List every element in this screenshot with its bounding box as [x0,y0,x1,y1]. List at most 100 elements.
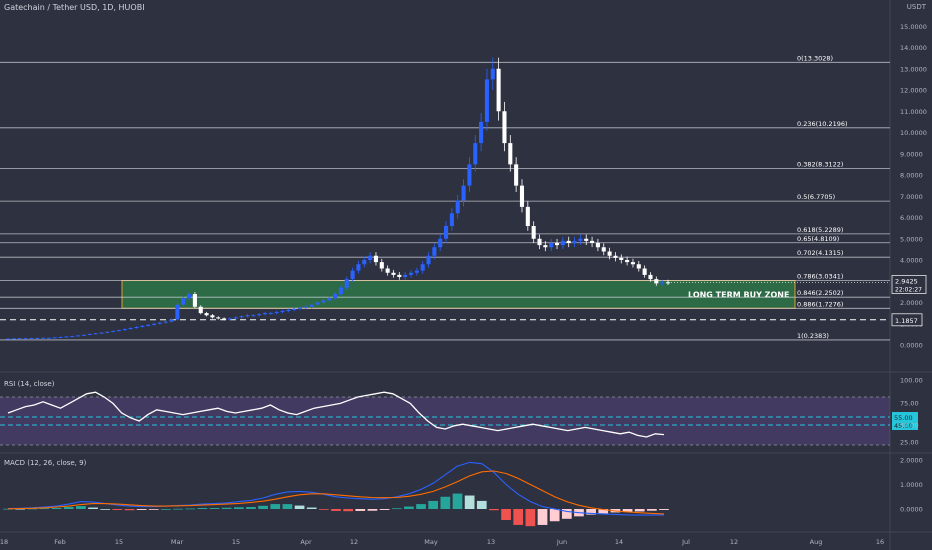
rsi-tick-label: 100.00 [900,377,923,385]
macd-histogram-bar [489,509,499,511]
candle [630,262,635,265]
candle [210,315,215,318]
price-tick-label: 0.0000 [900,342,923,350]
candle [566,240,571,243]
candle [461,185,466,201]
time-axis-label: Jul [681,538,690,546]
candle [514,164,519,186]
candle [333,294,338,299]
candle [484,79,489,122]
candle [601,247,606,252]
candle [403,274,408,277]
macd-histogram-bar [282,504,293,509]
candle [473,143,478,165]
candle [116,330,122,332]
price-tick-label: 9.0000 [900,150,923,158]
rsi-level-tag [892,412,918,422]
candle [93,333,98,335]
macd-tick-label: 0.0000 [900,506,923,514]
macd-histogram-bar [404,506,414,509]
candle [292,308,297,310]
candle [531,226,536,239]
rsi-level-tag [892,420,918,430]
candle [122,329,127,331]
candle [169,319,174,322]
macd-histogram-bar [659,509,669,510]
macd-histogram-bar [270,504,281,509]
candle [554,243,560,246]
candle [379,262,384,269]
candle [81,334,86,336]
macd-histogram-bar [634,509,645,512]
candle [373,255,379,263]
time-axis-label: 13 [487,538,495,546]
macd-histogram-bar [294,505,305,509]
price-tick-label: 11.0000 [900,108,927,116]
macd-tick-label: 2.0000 [900,457,923,465]
time-axis-label: 12 [730,538,738,546]
candle [338,287,343,294]
rsi-tick-label: 75.00 [900,400,919,408]
candle [274,312,279,314]
macd-histogram-bar [440,496,451,509]
macd-histogram-bar [63,507,74,509]
candle [408,272,414,275]
macd-histogram-bar [112,509,123,510]
macd-histogram-bar [476,500,487,509]
candle [660,282,665,284]
macd-histogram-bar [136,509,147,510]
candle [46,337,51,339]
price-tick-label: 14.0000 [900,44,927,52]
time-axis-label: May [424,538,438,546]
candle [315,302,320,305]
macd-tick-label: 1.0000 [900,481,923,489]
buy-zone-label: LONG TERM BUY ZONE [688,290,789,299]
macd-histogram-bar [148,509,159,510]
candle [227,318,232,320]
macd-histogram-bar [598,509,609,514]
macd-histogram-bar [100,509,111,510]
last-price-tag [891,275,927,294]
candle-countdown: 22:02:27 [895,286,922,293]
fib-level-label: 0.65(4.8109) [797,235,839,243]
candle [572,240,577,243]
macd-histogram-bar [27,508,38,510]
candle [502,111,507,144]
candle [128,328,133,330]
time-axis-label: Apr [300,538,312,546]
price-tick-label: 2.0000 [900,299,923,307]
candle [391,272,396,275]
price-tick-label: 6.0000 [900,214,923,222]
candle [23,338,28,340]
candle [157,322,162,324]
candle [508,143,513,165]
macd-histogram-bar [646,509,657,511]
time-axis-label: Aug [810,538,823,546]
rsi-level-label: 45.00 [894,422,913,430]
time-axis-label: 15 [115,538,123,546]
macd-histogram-bar [343,509,354,512]
candle [525,206,530,226]
candle [490,68,495,80]
price-tick-label: 4.0000 [900,257,923,265]
macd-histogram-bar [452,493,463,509]
macd-histogram-bar [161,509,171,510]
candle [642,268,647,275]
support-price-label: 1.1857 [895,317,918,325]
macd-histogram-bar [416,504,426,509]
fib-level-label: 0.846(2.2502) [797,289,843,297]
candle [146,324,151,326]
candle [257,314,262,316]
macd-signal-line [7,470,665,515]
candle [344,279,349,288]
rsi-title: RSI (14, close) [4,380,55,388]
macd-histogram-bar [76,506,86,509]
candle [187,294,192,299]
rsi-band [0,397,890,445]
rsi-line [7,391,665,438]
fib-level-label: 0.702(4.1315) [797,249,843,257]
support-price-tag [891,313,923,327]
candle [362,260,367,265]
time-axis-label: 14 [615,538,623,546]
